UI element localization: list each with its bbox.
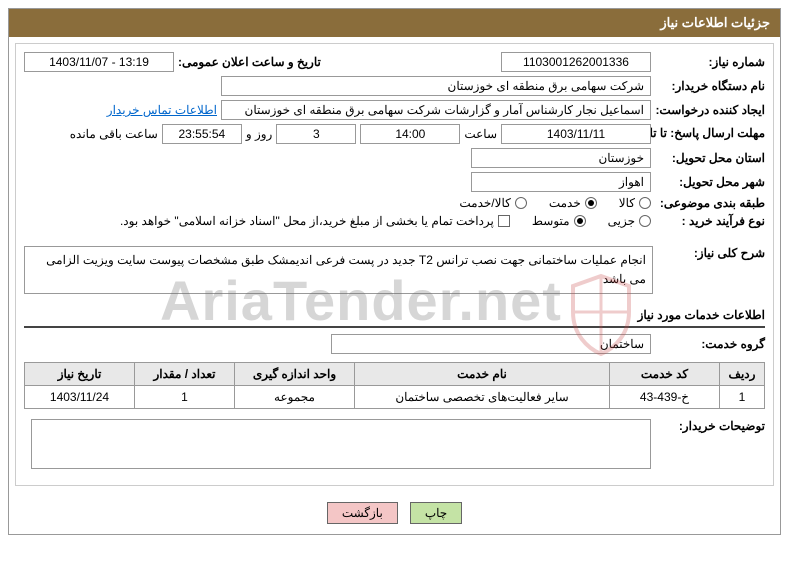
table-cell: 1 (720, 386, 765, 409)
table-cell: خ-439-43 (610, 386, 720, 409)
table-cell: 1 (135, 386, 235, 409)
table-cell: مجموعه (235, 386, 355, 409)
radio-kala-khidmat-label: کالا/خدمت (459, 196, 510, 210)
type-label: نوع فرآیند خرید : (655, 214, 765, 228)
title-bar: جزئیات اطلاعات نیاز (9, 9, 780, 37)
radio-khidmat[interactable]: خدمت (549, 196, 597, 210)
main-container: جزئیات اطلاعات نیاز شماره نیاز: 11030012… (8, 8, 781, 535)
radio-kala[interactable]: کالا (619, 196, 651, 210)
radio-khidmat-label: خدمت (549, 196, 581, 210)
time-label: ساعت (464, 127, 497, 141)
deadline-label: مهلت ارسال پاسخ: تا تاریخ: (655, 126, 765, 142)
province-label: استان محل تحویل: (655, 151, 765, 165)
category-label: طبقه بندی موضوعی: (655, 196, 765, 210)
table-header: ردیف (720, 363, 765, 386)
table-header: تاریخ نیاز (25, 363, 135, 386)
creator-field: اسماعیل نجار کارشناس آمار و گزارشات شرکت… (221, 100, 651, 120)
table-header: کد خدمت (610, 363, 720, 386)
radio-partial-label: جزیی (608, 214, 635, 228)
buyer-notes-label: توضیحات خریدار: (655, 419, 765, 433)
buyer-notes-field[interactable] (31, 419, 651, 469)
countdown-field: 23:55:54 (162, 124, 242, 144)
services-table: ردیفکد خدمتنام خدمتواحد اندازه گیریتعداد… (24, 362, 765, 409)
table-cell: سایر فعالیت‌های تخصصی ساختمان (355, 386, 610, 409)
button-row: چاپ بازگشت (9, 492, 780, 534)
payment-check[interactable]: پرداخت تمام یا بخشی از مبلغ خرید،از محل … (120, 214, 510, 228)
table-header: نام خدمت (355, 363, 610, 386)
days-field: 3 (276, 124, 356, 144)
radio-medium[interactable]: متوسط (532, 214, 586, 228)
radio-icon (639, 215, 651, 227)
req-no-field: 1103001262001336 (501, 52, 651, 72)
deadline-time-field: 14:00 (360, 124, 460, 144)
buyer-field: شرکت سهامی برق منطقه ای خوزستان (221, 76, 651, 96)
back-button[interactable]: بازگشت (327, 502, 398, 524)
table-header: واحد اندازه گیری (235, 363, 355, 386)
desc-label: شرح کلی نیاز: (657, 246, 765, 260)
content-panel: شماره نیاز: 1103001262001336 تاریخ و ساع… (15, 43, 774, 486)
service-group-field: ساختمان (331, 334, 651, 354)
radio-kala-label: کالا (619, 196, 635, 210)
service-group-label: گروه خدمت: (655, 337, 765, 351)
checkbox-icon (498, 215, 510, 227)
province-field: خوزستان (471, 148, 651, 168)
remain-label: ساعت باقی مانده (70, 127, 158, 141)
radio-icon (585, 197, 597, 209)
contact-link[interactable]: اطلاعات تماس خریدار (107, 103, 217, 117)
payment-note: پرداخت تمام یا بخشی از مبلغ خرید،از محل … (120, 214, 494, 228)
services-header: اطلاعات خدمات مورد نیاز (24, 304, 765, 328)
days-label: روز و (246, 127, 273, 141)
announce-field: 1403/11/07 - 13:19 (24, 52, 174, 72)
radio-icon (639, 197, 651, 209)
table-header: تعداد / مقدار (135, 363, 235, 386)
city-field: اهواز (471, 172, 651, 192)
radio-kala-khidmat[interactable]: کالا/خدمت (459, 196, 526, 210)
radio-partial[interactable]: جزیی (608, 214, 651, 228)
creator-label: ایجاد کننده درخواست: (655, 103, 765, 117)
radio-medium-label: متوسط (532, 214, 570, 228)
print-button[interactable]: چاپ (410, 502, 462, 524)
deadline-date-field: 1403/11/11 (501, 124, 651, 144)
table-cell: 1403/11/24 (25, 386, 135, 409)
announce-label: تاریخ و ساعت اعلان عمومی: (178, 55, 321, 69)
city-label: شهر محل تحویل: (655, 175, 765, 189)
buyer-label: نام دستگاه خریدار: (655, 79, 765, 93)
req-no-label: شماره نیاز: (655, 55, 765, 69)
radio-icon (574, 215, 586, 227)
table-row: 1خ-439-43سایر فعالیت‌های تخصصی ساختمانمج… (25, 386, 765, 409)
desc-field: انجام عملیات ساختمانی جهت نصب ترانس T2 ج… (24, 246, 653, 294)
radio-icon (515, 197, 527, 209)
